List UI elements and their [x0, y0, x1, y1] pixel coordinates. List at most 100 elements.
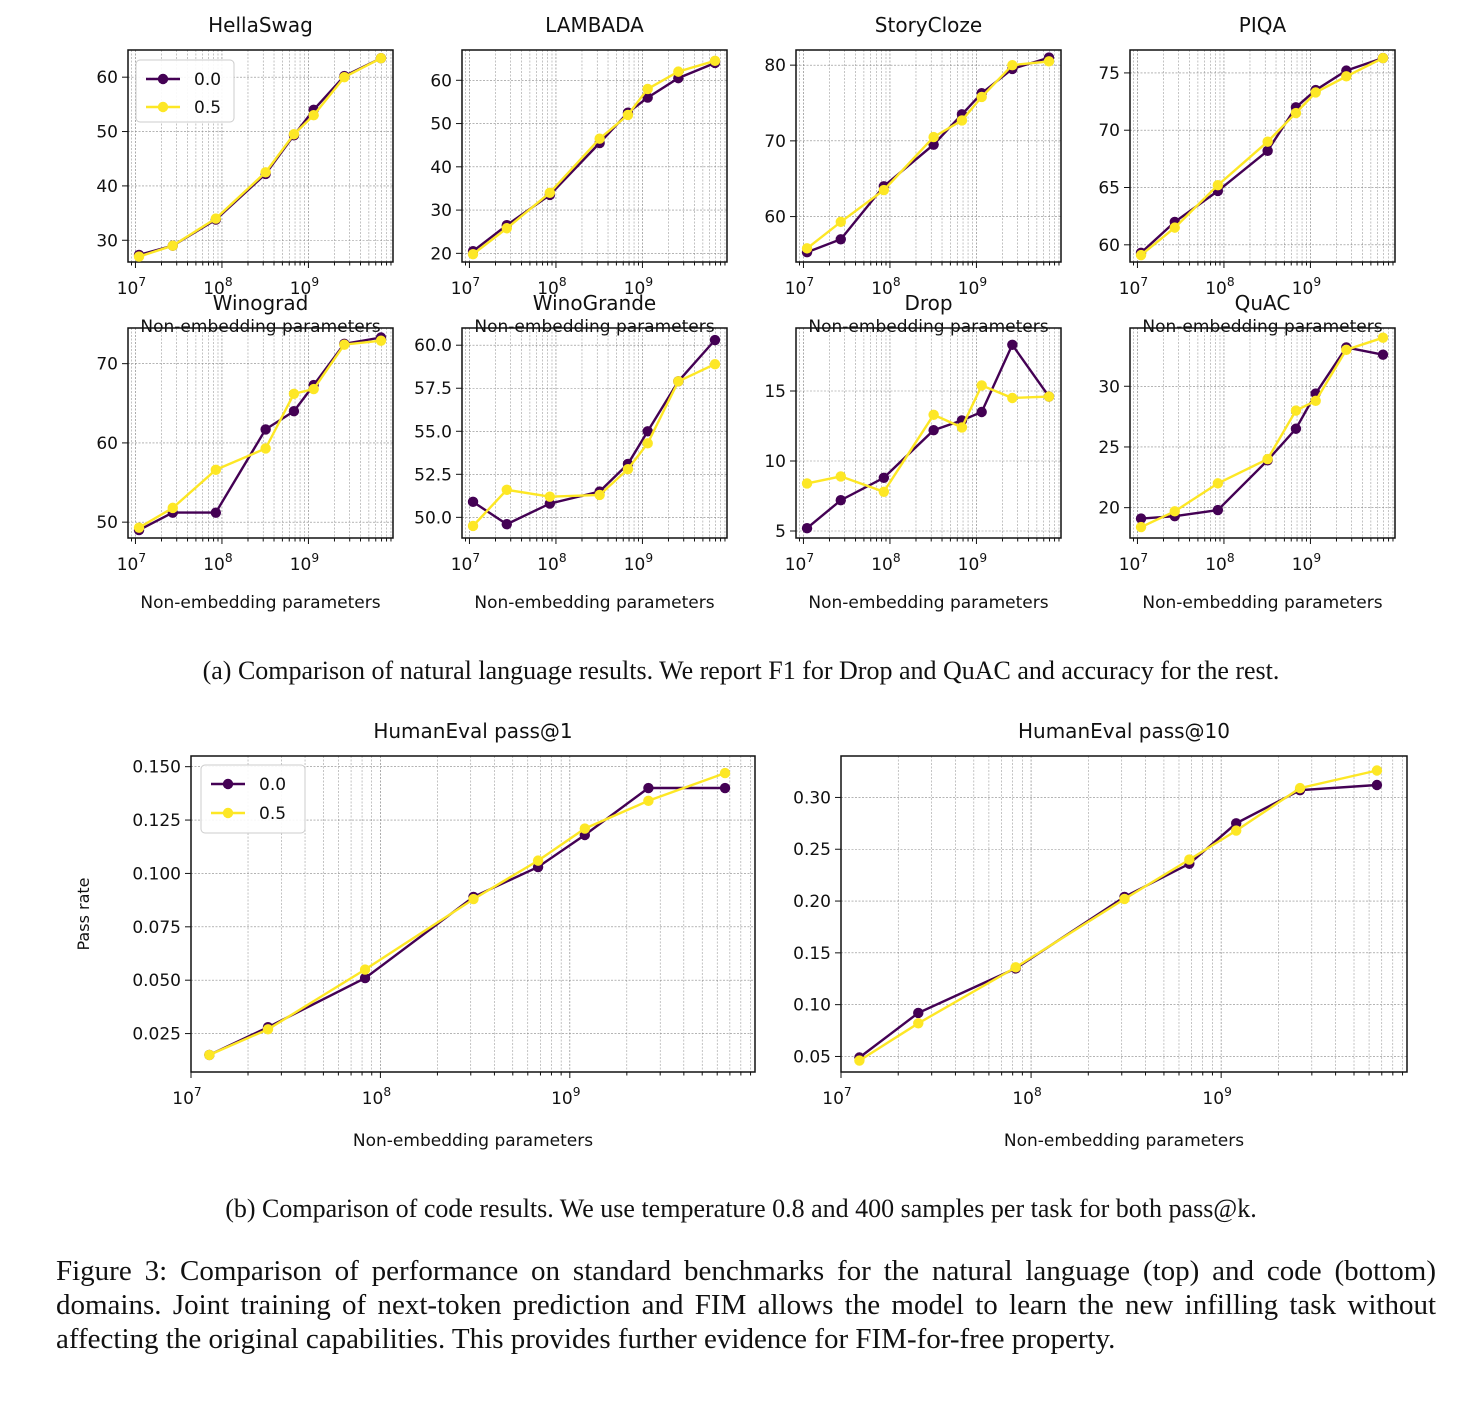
data-point [288, 406, 300, 417]
data-point [133, 251, 145, 262]
x-tick-label: 109 [551, 1085, 580, 1109]
data-point [1135, 513, 1147, 524]
x-axis-label: Non-embedding parameters [808, 317, 1048, 337]
data-point [928, 131, 939, 143]
chart-panel: 0.025 0.050 0.075 0.100 0.125 0.150 107 108 109 H… [74, 719, 756, 1151]
x-tick-label: 107 [1119, 275, 1148, 299]
data-point [579, 823, 591, 834]
y-tick-label: 0.100 [132, 864, 181, 884]
data-point [719, 767, 731, 779]
chart-title: HellaSwag [208, 13, 313, 37]
x-axis-label: Non-embedding parameters [140, 593, 380, 613]
data-point [801, 478, 813, 489]
data-point [956, 422, 968, 433]
x-tick-label: 107 [451, 275, 480, 299]
y-tick-label: 0.075 [132, 918, 181, 938]
data-point [835, 495, 846, 506]
x-tick-label: 109 [958, 551, 987, 575]
y-tick-label: 50 [430, 115, 452, 135]
data-point [1310, 395, 1321, 407]
y-tick-label: 70 [1098, 121, 1120, 141]
y-tick-label: 50 [96, 513, 118, 533]
caption-b: (b) Comparison of code results. We use t… [225, 1194, 1257, 1223]
x-tick-label: 107 [1119, 551, 1148, 575]
x-axis-label: Non-embedding parameters [474, 593, 714, 613]
data-point [1377, 349, 1389, 360]
data-point [709, 358, 721, 370]
data-point [375, 335, 387, 346]
data-point [1043, 56, 1055, 67]
x-tick-label: 109 [290, 551, 319, 575]
data-point [288, 129, 300, 140]
series-line-0.5 [472, 363, 716, 527]
x-tick-label: 107 [172, 1085, 201, 1109]
figure-caption: Figure 3: Comparison of performance on s… [56, 1255, 1436, 1355]
x-tick-label: 108 [871, 275, 900, 299]
data-point [913, 1018, 924, 1029]
y-tick-label: 50 [96, 123, 118, 143]
y-tick-label: 70 [764, 132, 786, 152]
y-tick-label: 60.0 [414, 336, 452, 356]
axes-frame [127, 327, 394, 539]
axes-frame [795, 49, 1062, 263]
series-line-0.5 [472, 59, 716, 256]
data-point [643, 795, 654, 807]
data-point [719, 782, 731, 794]
data-point [210, 213, 222, 224]
y-tick-label: 50.0 [414, 508, 452, 528]
data-point [375, 52, 387, 64]
data-point [594, 133, 605, 144]
axes-frame [190, 755, 756, 1073]
data-point [1377, 332, 1389, 343]
chart-panel: 0.05 0.10 0.15 0.20 0.25 0.30 107 108 109 HumanEv… [793, 719, 1408, 1151]
series-line-0.5 [1140, 56, 1384, 257]
data-point [532, 855, 544, 866]
data-point [1231, 818, 1242, 829]
data-point [501, 223, 512, 234]
data-point [928, 139, 939, 150]
legend-label: 0.0 [259, 775, 286, 795]
data-point [835, 216, 846, 228]
y-tick-label: 0.050 [132, 971, 181, 991]
x-tick-label: 108 [871, 551, 900, 575]
series-line-0.0 [472, 339, 716, 526]
data-point [1043, 391, 1055, 402]
x-tick-label: 109 [1202, 1085, 1231, 1109]
x-axis-label: Non-embedding parameters [474, 317, 714, 337]
y-tick-label: 55.0 [414, 422, 452, 442]
x-axis-label: Non-embedding parameters [1142, 317, 1382, 337]
data-point [210, 507, 222, 518]
data-point [339, 339, 350, 350]
chart-title: QuAC [1235, 291, 1291, 315]
data-point [308, 110, 319, 121]
data-point [133, 522, 145, 533]
data-point [801, 243, 813, 254]
series-line-0.0 [806, 342, 1050, 530]
data-point [1169, 506, 1180, 517]
legend-swatch-marker [157, 73, 169, 85]
data-point [467, 520, 479, 532]
x-axis-label: Non-embedding parameters [1004, 1131, 1244, 1151]
x-tick-label: 108 [362, 1085, 391, 1109]
axes-frame [795, 327, 1062, 539]
y-tick-label: 70 [96, 355, 118, 375]
data-point [928, 425, 939, 436]
data-point [1371, 779, 1383, 791]
data-point [622, 463, 634, 475]
y-tick-label: 40 [96, 177, 118, 197]
chart-title: LAMBADA [545, 13, 644, 37]
data-point [1135, 249, 1147, 261]
legend-label: 0.5 [194, 98, 221, 118]
axes-frame [1129, 49, 1396, 263]
x-tick-label: 109 [958, 275, 987, 299]
x-tick-label: 107 [785, 551, 814, 575]
data-point [1341, 71, 1352, 82]
data-point [1212, 180, 1224, 191]
y-tick-label: 30 [430, 201, 452, 221]
data-point [1341, 344, 1352, 356]
y-tick-label: 60 [96, 68, 118, 88]
data-point [878, 472, 890, 483]
data-point [167, 502, 178, 514]
data-point [642, 438, 653, 449]
data-point [835, 234, 846, 245]
